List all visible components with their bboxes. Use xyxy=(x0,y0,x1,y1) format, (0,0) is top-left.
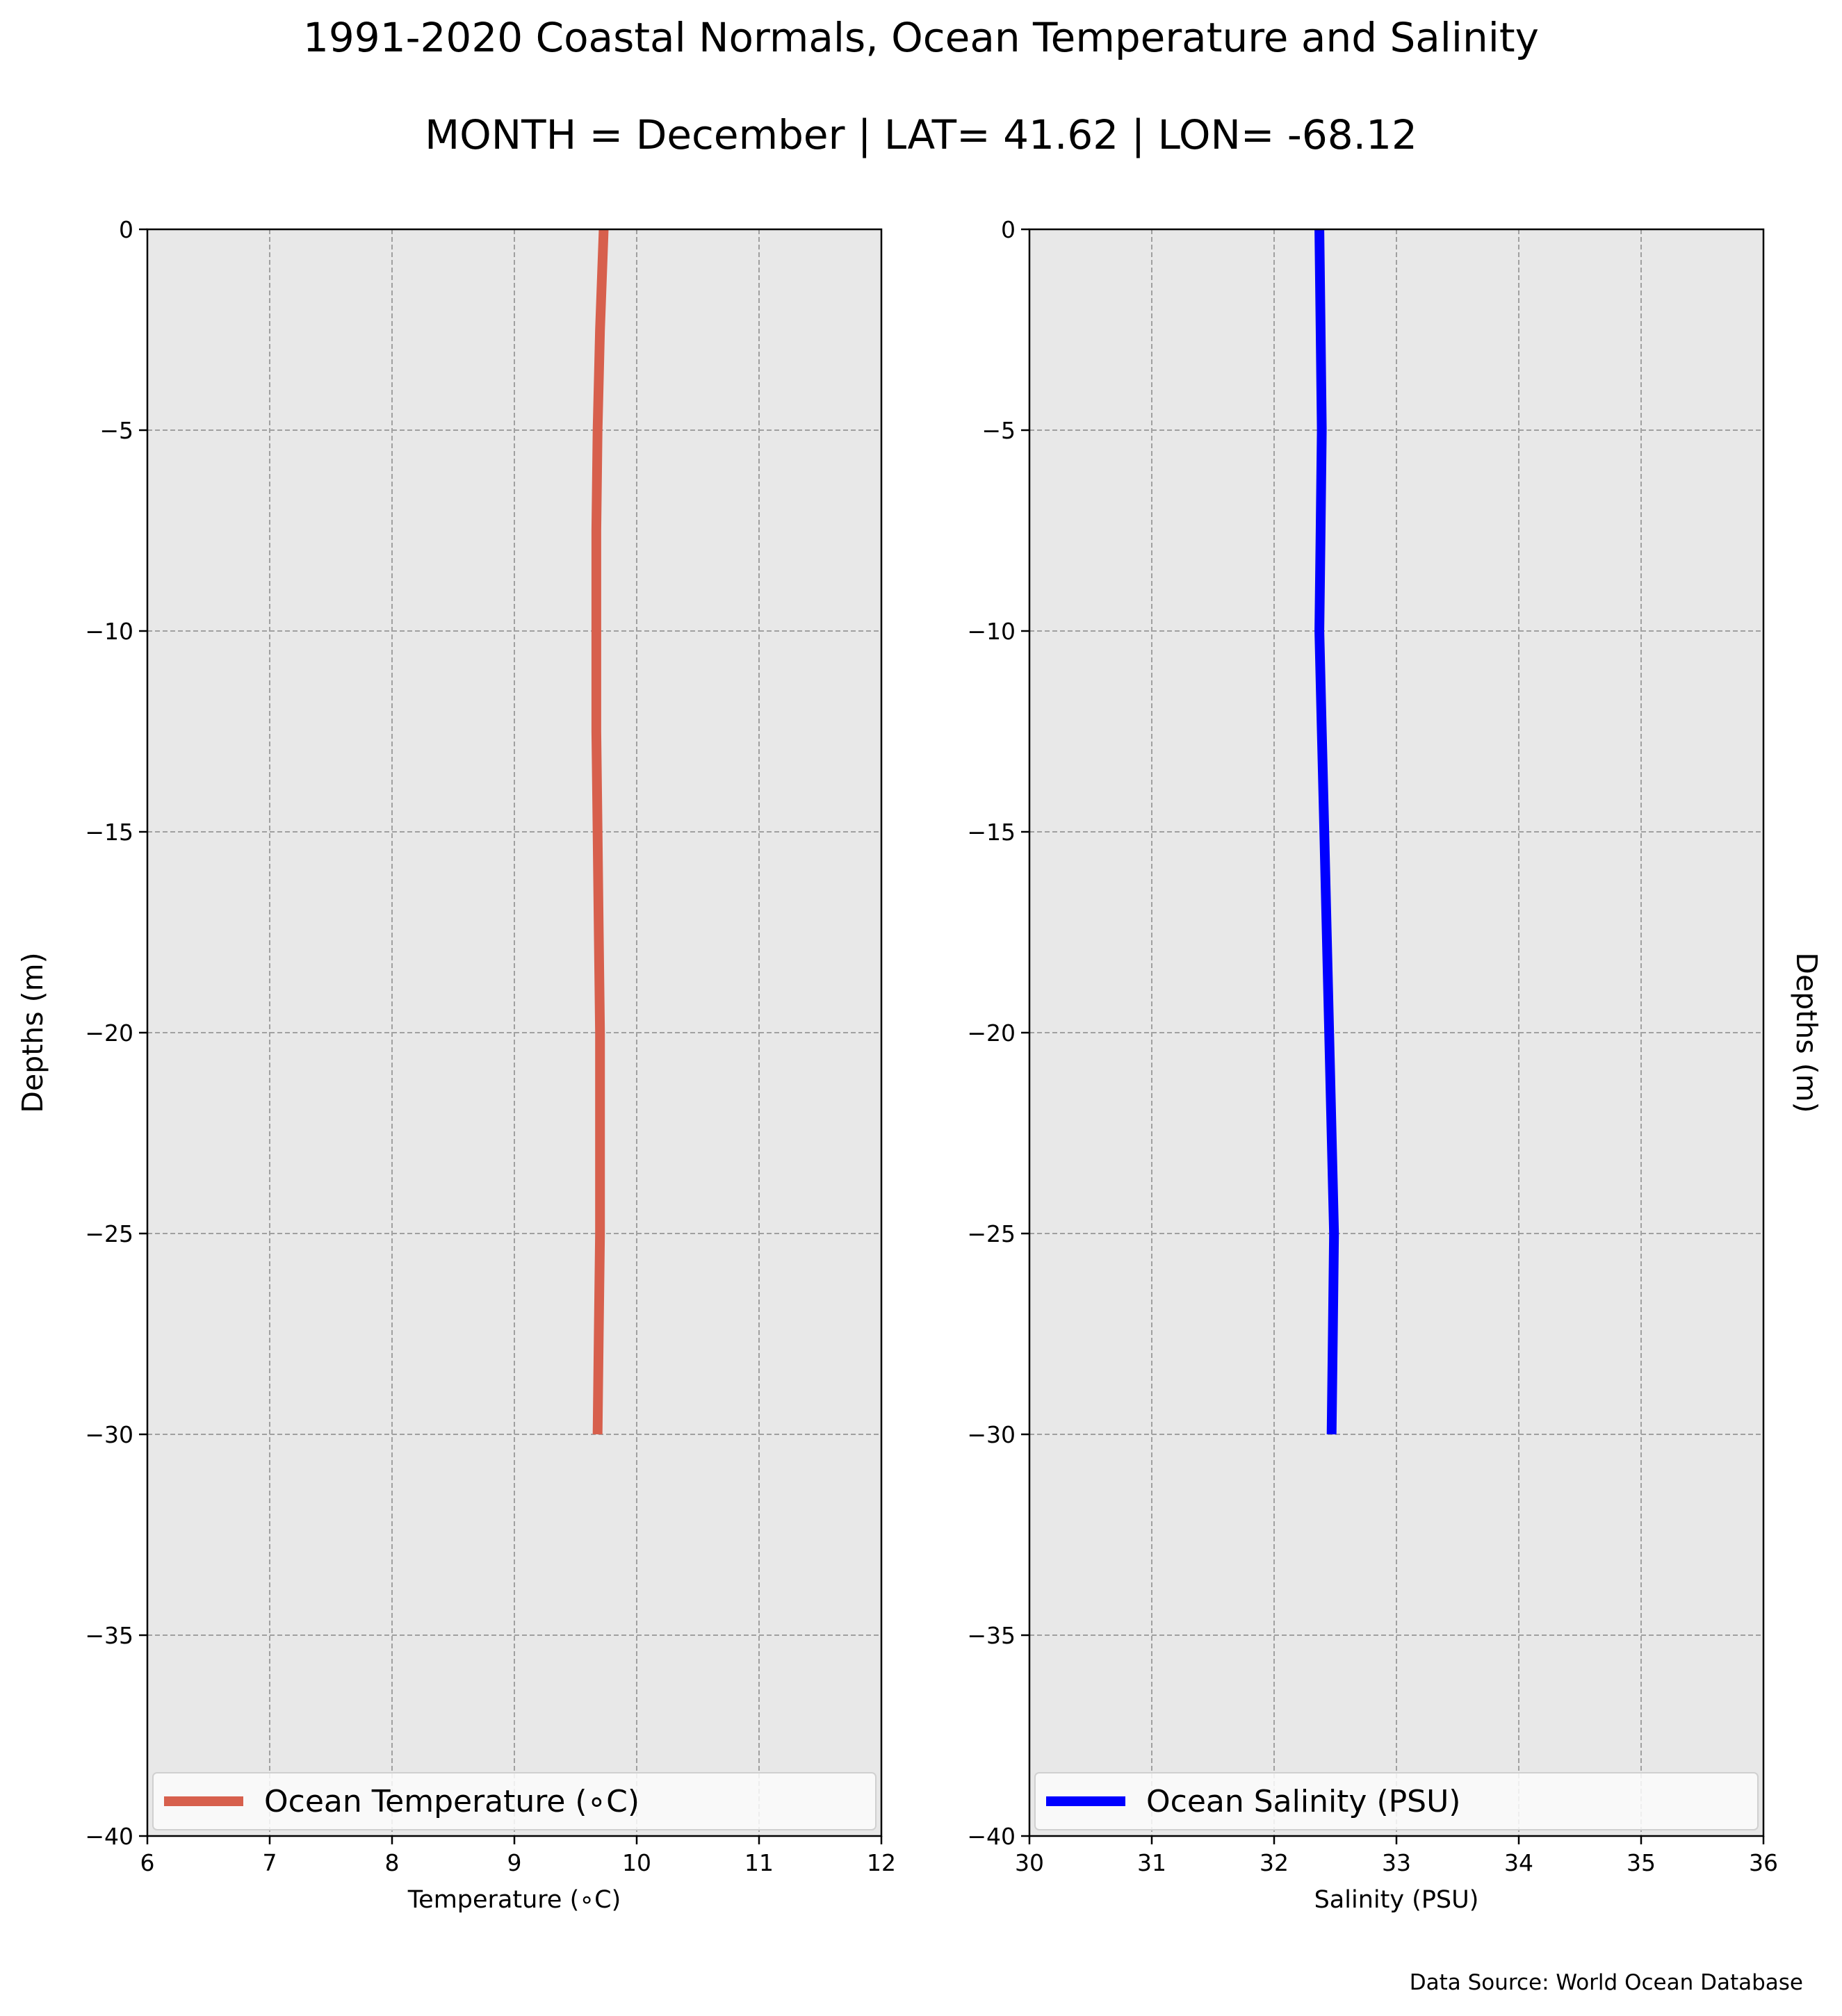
legend: Ocean Salinity (PSU) xyxy=(1034,1772,1759,1830)
x-tick-label: 32 xyxy=(1260,1849,1289,1876)
x-tick-label: 8 xyxy=(385,1849,400,1876)
legend-box xyxy=(152,1772,877,1830)
y-tick-label: −25 xyxy=(85,1220,133,1247)
x-tick-label: 33 xyxy=(1382,1849,1411,1876)
y-tick-label: −10 xyxy=(967,618,1016,645)
series-line-1 xyxy=(1314,229,1339,1435)
x-tick-label: 12 xyxy=(867,1849,896,1876)
x-tick-label: 35 xyxy=(1627,1849,1656,1876)
x-axis-label: Salinity (PSU) xyxy=(1314,1886,1479,1914)
y-tick-label: −35 xyxy=(967,1622,1016,1649)
x-tick-label: 31 xyxy=(1137,1849,1166,1876)
x-tick-label: 7 xyxy=(263,1849,277,1876)
legend-label: Ocean Salinity (PSU) xyxy=(1146,1784,1460,1819)
y-tick-label: −35 xyxy=(85,1622,133,1649)
y-tick-label: −5 xyxy=(981,417,1016,444)
panel-1: 6 7 8 9 10 11 12 0 −5 −10 −15 −20 −25 −30 −35 −40 Temper… xyxy=(16,216,896,1914)
y-axis-label: Depths (m) xyxy=(1790,952,1823,1113)
legend: Ocean Temperature (∘C) xyxy=(152,1772,877,1830)
y-tick-label: −5 xyxy=(99,417,133,444)
y-tick-label: −10 xyxy=(85,618,133,645)
y-tick-label: −20 xyxy=(967,1019,1016,1047)
y-tick-label: −25 xyxy=(967,1220,1016,1247)
legend-box xyxy=(1034,1772,1759,1830)
y-tick-label: −30 xyxy=(85,1421,133,1448)
panel-2: 30 31 32 33 34 35 36 0 −5 −10 −15 −20 −25 −30 −35 −40 Sa… xyxy=(967,216,1823,1914)
y-tick-label: −40 xyxy=(967,1823,1016,1850)
y-tick-label: −15 xyxy=(85,819,133,846)
y-tick-label: −15 xyxy=(967,819,1016,846)
y-tick-label: −30 xyxy=(967,1421,1016,1448)
x-axis-label: Temperature (∘C) xyxy=(407,1886,621,1914)
series-line-1 xyxy=(591,229,609,1435)
chart-title: 1991-2020 Coastal Normals, Ocean Tempera… xyxy=(303,14,1539,61)
y-tick-label: −20 xyxy=(85,1019,133,1047)
x-tick-label: 6 xyxy=(140,1849,155,1876)
y-tick-label: 0 xyxy=(1001,216,1016,243)
y-tick-label: −40 xyxy=(85,1823,133,1850)
legend-label: Ocean Temperature (∘C) xyxy=(264,1784,639,1819)
x-tick-label: 10 xyxy=(622,1849,651,1876)
y-tick-label: 0 xyxy=(119,216,133,243)
x-tick-label: 36 xyxy=(1749,1849,1778,1876)
x-tick-label: 30 xyxy=(1015,1849,1044,1876)
chart-subtitle: MONTH = December | LAT= 41.62 | LON= -68… xyxy=(425,111,1417,158)
x-tick-label: 34 xyxy=(1504,1849,1533,1876)
x-tick-label: 11 xyxy=(744,1849,774,1876)
data-source-note: Data Source: World Ocean Database xyxy=(1409,1970,1803,1995)
y-axis-label: Depths (m) xyxy=(16,952,49,1113)
x-tick-label: 9 xyxy=(507,1849,522,1876)
